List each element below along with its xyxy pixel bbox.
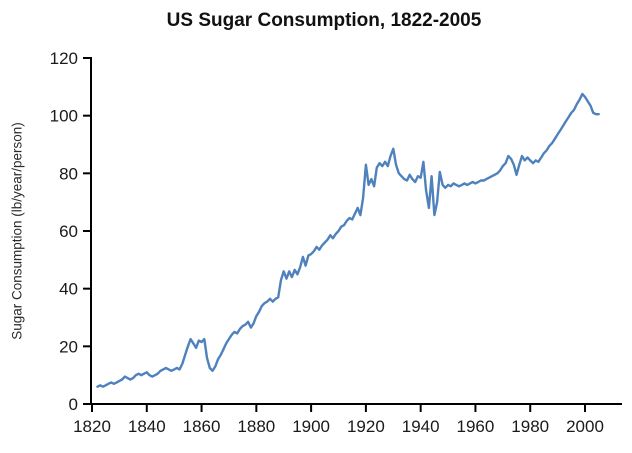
x-tick-label: 1880 bbox=[237, 417, 275, 436]
y-tick-label: 20 bbox=[59, 337, 78, 356]
y-tick-label: 120 bbox=[50, 49, 78, 68]
x-tick-label: 1900 bbox=[292, 417, 330, 436]
y-tick-label: 60 bbox=[59, 222, 78, 241]
x-tick-label: 1820 bbox=[73, 417, 111, 436]
y-tick-label: 100 bbox=[50, 107, 78, 126]
y-tick-label: 40 bbox=[59, 280, 78, 299]
x-tick-label: 1920 bbox=[347, 417, 385, 436]
x-tick-label: 2000 bbox=[566, 417, 604, 436]
x-tick-label: 1960 bbox=[457, 417, 495, 436]
y-axis-title: Sugar Consumption (lb/year/person) bbox=[9, 122, 25, 340]
x-tick-label: 1860 bbox=[183, 417, 221, 436]
x-tick-label: 1980 bbox=[511, 417, 549, 436]
x-tick-label: 1840 bbox=[128, 417, 166, 436]
y-tick-label: 0 bbox=[69, 395, 78, 414]
data-line bbox=[96, 92, 600, 388]
x-tick-label: 1940 bbox=[402, 417, 440, 436]
chart-title: US Sugar Consumption, 1822-2005 bbox=[166, 10, 482, 31]
y-tick-label: 80 bbox=[59, 164, 78, 183]
